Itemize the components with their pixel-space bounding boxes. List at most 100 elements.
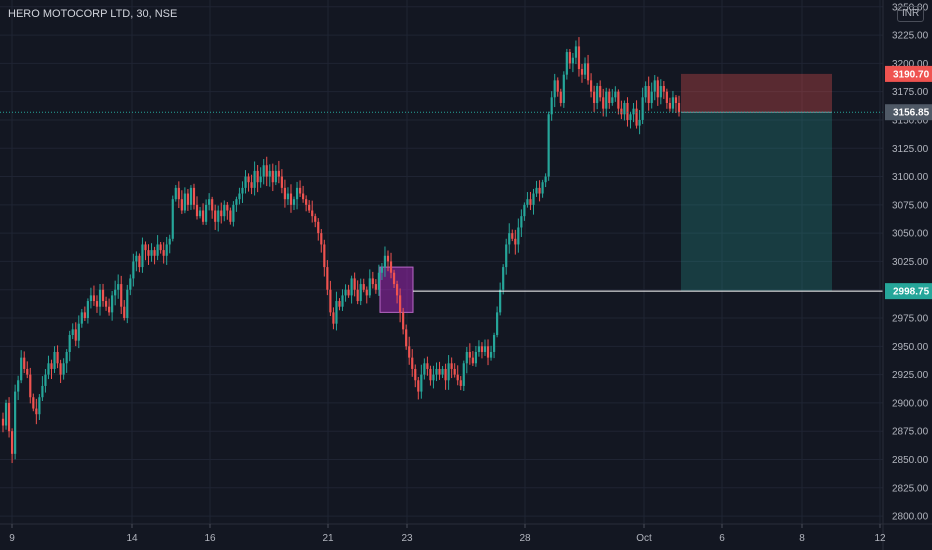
take-profit-zone[interactable] — [681, 112, 832, 292]
candle-body — [574, 46, 578, 58]
price-axis[interactable]: 2800.00 2825.00 2850.00 2875.00 2900.00 2925.… — [882, 0, 929, 550]
candle-body — [26, 368, 29, 375]
time-axis[interactable]: 9 14 16 21 23 28 Oct 6 8 12 — [0, 523, 932, 544]
candle-body — [305, 199, 308, 205]
candle-body — [14, 391, 17, 454]
candle-body — [593, 91, 596, 103]
candle-body — [492, 334, 496, 352]
candle-body — [141, 244, 144, 268]
candle-body — [223, 204, 226, 217]
candle-body — [571, 57, 575, 64]
candle-body — [241, 187, 244, 194]
y-tick-label: 3200.00 — [892, 59, 929, 70]
candle-body — [95, 301, 99, 307]
candle-body — [380, 267, 384, 273]
candle-body — [180, 199, 183, 211]
candle-body — [326, 267, 329, 290]
candle-body — [589, 80, 593, 92]
candle-body — [659, 86, 662, 98]
candle-body — [456, 374, 459, 381]
price-tag-label: 2998.75 — [893, 287, 930, 298]
candle-body — [35, 408, 38, 415]
candle-body — [368, 278, 371, 296]
candle-body — [344, 289, 347, 296]
candle-body — [80, 312, 83, 324]
candle-body — [86, 301, 89, 319]
candle-body — [277, 170, 280, 177]
candle-body — [392, 272, 396, 285]
candle-body — [638, 119, 641, 126]
candle-body — [650, 91, 653, 103]
candle-body — [662, 86, 665, 92]
candle-body — [98, 289, 102, 307]
stop-loss-zone[interactable] — [681, 73, 832, 113]
x-tick-label: 21 — [322, 533, 334, 544]
candle-body — [244, 176, 247, 188]
candle-body — [59, 363, 62, 375]
candle-body — [447, 363, 450, 381]
candle-body — [371, 278, 374, 285]
y-tick-label: 2875.00 — [892, 427, 929, 438]
candle-body — [362, 284, 365, 290]
candle-body — [596, 86, 599, 103]
candle-body — [395, 284, 399, 296]
candle-body — [129, 278, 132, 290]
candle-body — [165, 244, 168, 256]
y-tick-label: 3175.00 — [892, 87, 929, 98]
candle-body — [353, 278, 356, 290]
candle-body — [605, 91, 608, 109]
candle-body — [523, 204, 526, 217]
candle-body — [359, 284, 362, 302]
candle-body — [450, 363, 453, 369]
candle-body — [350, 278, 353, 296]
candle-body — [226, 204, 229, 211]
short-position-tool[interactable] — [681, 73, 832, 292]
candle-body — [77, 323, 80, 341]
candle-body — [220, 210, 223, 217]
candle-body — [7, 402, 11, 432]
candle-body — [365, 289, 368, 296]
candle-body — [150, 250, 153, 256]
candle-body — [153, 250, 156, 256]
candle-body — [559, 91, 562, 103]
candle-body — [644, 86, 647, 98]
price-tag — [885, 104, 932, 121]
candle-body — [262, 165, 265, 177]
candle-body — [195, 204, 199, 217]
candle-body — [135, 255, 138, 262]
currency-badge[interactable]: INR — [897, 6, 925, 22]
candle-body — [477, 346, 481, 352]
x-tick-label: 14 — [126, 533, 138, 544]
candle-body — [553, 80, 556, 98]
y-tick-label: 3075.00 — [892, 200, 929, 211]
candle-body — [41, 385, 44, 398]
candle-body — [174, 187, 177, 200]
candle-body — [298, 187, 302, 194]
chart-title: HERO MOTOCORP LTD, 30, NSE — [8, 8, 178, 20]
candle-body — [247, 176, 250, 183]
candle-body — [541, 182, 544, 194]
candle-body — [580, 69, 584, 75]
candle-body — [535, 187, 538, 194]
y-tick-label: 3250.00 — [892, 2, 929, 13]
x-tick-label: Oct — [636, 533, 652, 544]
horizontal-lines[interactable] — [0, 111, 883, 292]
candle-body — [292, 199, 296, 205]
candle-body — [44, 374, 47, 386]
candle-body — [83, 312, 86, 319]
candle-body — [426, 363, 429, 369]
candle-body — [632, 108, 635, 115]
candle-body — [159, 244, 162, 251]
candle-body — [259, 176, 262, 183]
candle-body — [274, 170, 277, 183]
candle-body — [50, 363, 53, 369]
candle-body — [253, 170, 256, 188]
candle-body — [677, 102, 681, 113]
candle-body — [502, 267, 505, 290]
candle-body — [532, 193, 535, 205]
candle-body — [332, 312, 335, 324]
candle-body — [635, 108, 638, 126]
candle-body — [653, 80, 656, 92]
candle-body — [374, 284, 377, 290]
